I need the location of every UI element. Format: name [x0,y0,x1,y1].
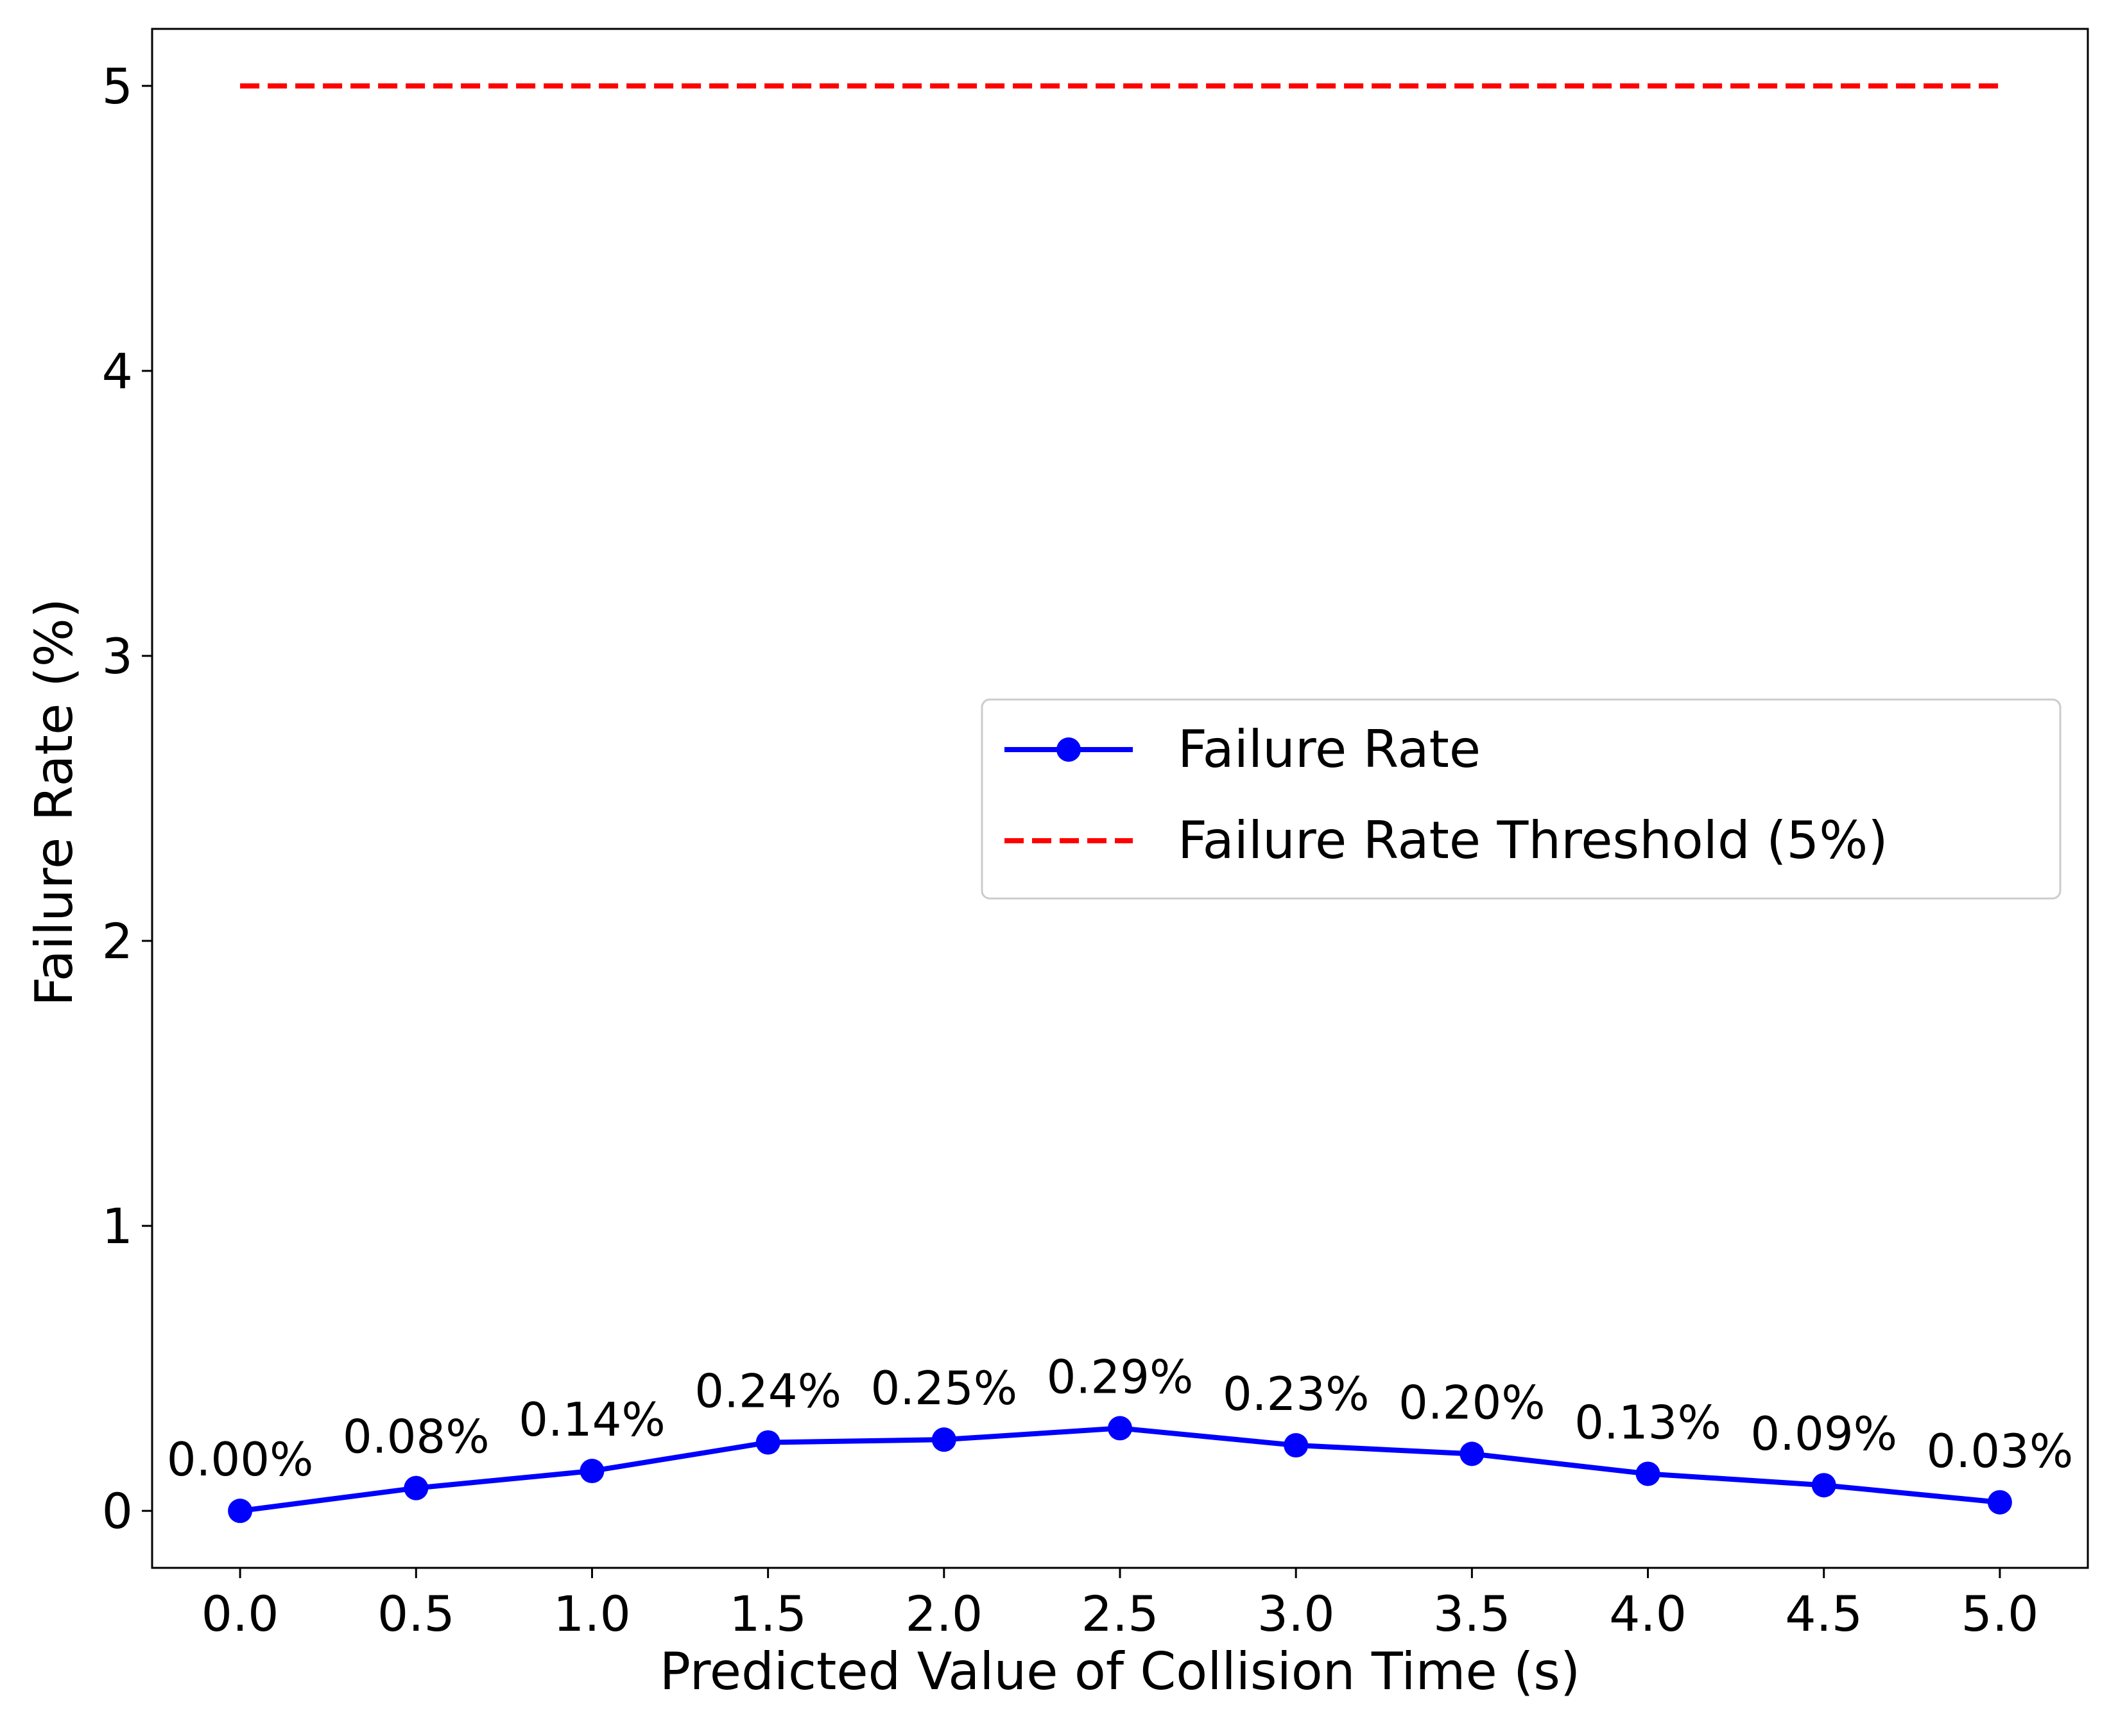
x-tick-label: 5.0 [1961,1585,2038,1642]
y-tick-label: 4 [102,343,133,400]
data-label: 0.29% [1047,1350,1194,1404]
failure-rate-point [1811,1473,1836,1498]
y-tick-label: 2 [102,913,133,970]
x-tick-label: 1.5 [729,1585,807,1642]
x-tick-label: 3.0 [1257,1585,1335,1642]
data-label: 0.20% [1399,1375,1545,1429]
x-tick-label: 2.0 [905,1585,983,1642]
failure-rate-point [1108,1416,1132,1441]
legend: Failure Rate Failure Rate Threshold (5%) [981,698,2062,900]
y-axis-title: Failure Rate (%) [24,598,84,1006]
data-label: 0.25% [870,1361,1017,1415]
data-label: 0.23% [1223,1367,1370,1421]
data-label: 0.24% [694,1364,841,1418]
failure-rate-point [755,1430,780,1455]
failure-rate-point [1987,1490,2012,1515]
data-label: 0.13% [1574,1395,1721,1449]
failure-rate-point [404,1475,429,1500]
legend-box [981,698,2062,900]
legend-threshold-label: Failure Rate Threshold (5%) [1178,811,1888,870]
failure-rate-point [931,1427,956,1452]
data-label: 0.00% [167,1432,314,1486]
x-tick-label: 1.0 [553,1585,631,1642]
failure-rate-point [1284,1433,1309,1458]
failure-rate-point [1459,1441,1485,1466]
failure-rate-point [580,1459,605,1484]
data-label: 0.09% [1750,1407,1897,1461]
x-tick-label: 0.0 [202,1585,279,1642]
failure-rate-point [228,1499,253,1524]
data-label: 0.03% [1927,1424,2074,1478]
x-tick-label: 2.5 [1081,1585,1159,1642]
data-label: 0.08% [343,1410,490,1464]
x-tick-label: 4.5 [1785,1585,1863,1642]
x-axis-title: Predicted Value of Collision Time (s) [660,1642,1580,1701]
legend-failure-rate-marker [1056,737,1081,762]
y-tick-label: 0 [102,1482,133,1540]
legend-failure-rate-label: Failure Rate [1178,719,1481,779]
y-tick-label: 5 [102,58,133,115]
y-tick-label: 1 [102,1198,133,1255]
x-tick-label: 4.0 [1609,1585,1687,1642]
x-tick-label: 0.5 [377,1585,455,1642]
data-label: 0.14% [519,1393,666,1447]
y-tick-label: 3 [102,628,133,685]
x-tick-label: 3.5 [1433,1585,1511,1642]
failure-rate-point [1635,1461,1660,1486]
